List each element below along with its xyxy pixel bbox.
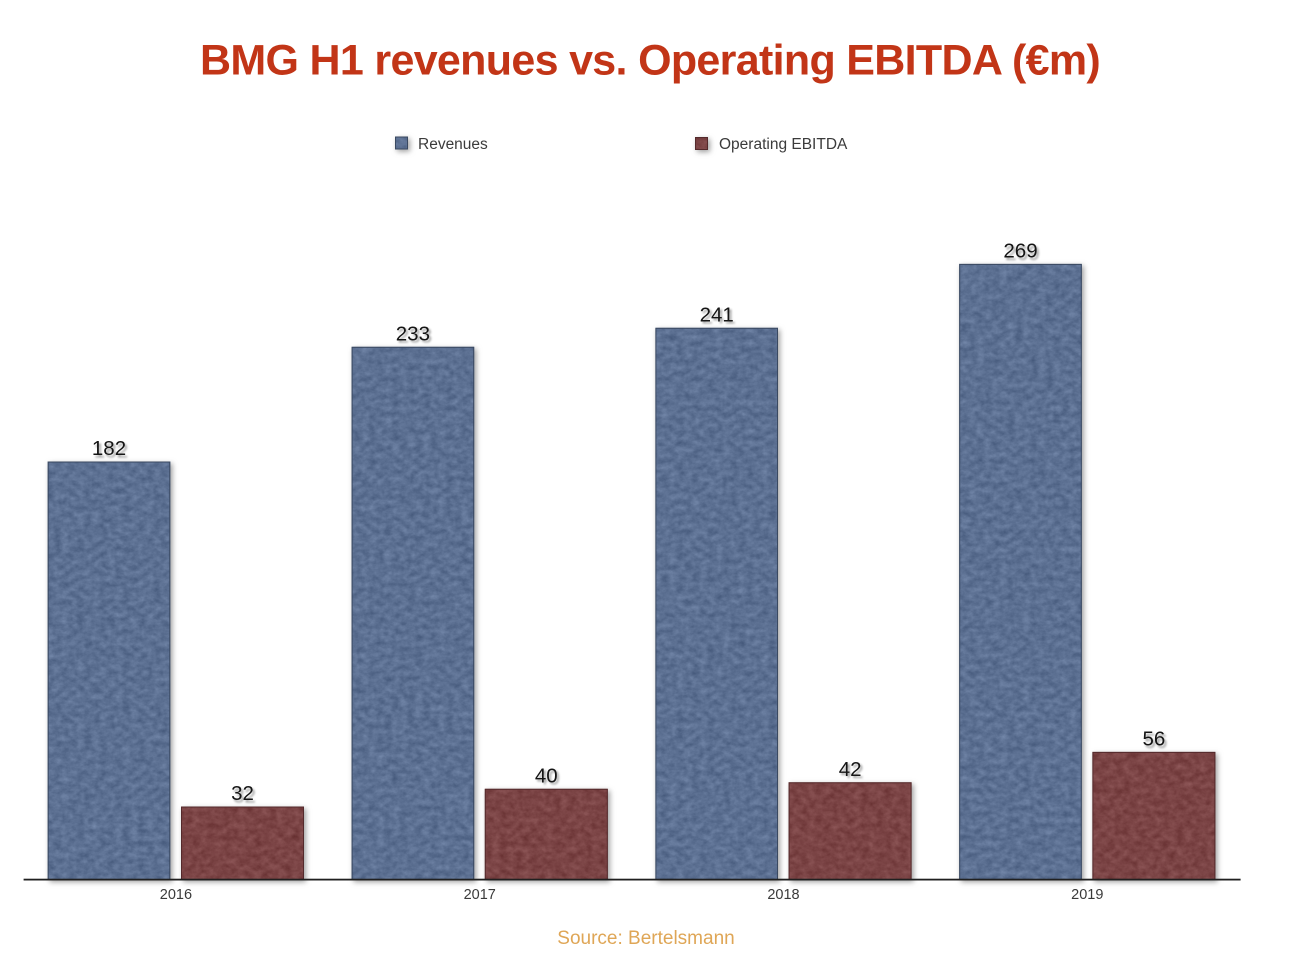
svg-text:40: 40 bbox=[537, 767, 560, 790]
svg-text:233: 233 bbox=[396, 322, 430, 345]
svg-text:56: 56 bbox=[1142, 727, 1165, 750]
svg-text:241: 241 bbox=[700, 303, 734, 326]
svg-text:2017: 2017 bbox=[464, 887, 496, 903]
svg-text:2018: 2018 bbox=[767, 887, 799, 903]
svg-text:42: 42 bbox=[839, 758, 862, 781]
svg-text:2019: 2019 bbox=[1071, 887, 1103, 903]
svg-text:Operating EBITDA: Operating EBITDA bbox=[719, 136, 848, 153]
svg-text:BMG H1 revenues vs. Operating: BMG H1 revenues vs. Operating EBITDA (€m… bbox=[200, 37, 1100, 85]
svg-text:182: 182 bbox=[94, 439, 128, 462]
svg-text:32: 32 bbox=[233, 784, 256, 807]
svg-text:42: 42 bbox=[841, 760, 864, 783]
svg-text:2016: 2016 bbox=[160, 887, 192, 903]
svg-text:Revenues: Revenues bbox=[418, 136, 488, 153]
svg-text:40: 40 bbox=[535, 764, 558, 787]
svg-text:56: 56 bbox=[1144, 730, 1167, 753]
svg-text:269: 269 bbox=[1003, 239, 1037, 262]
svg-text:182: 182 bbox=[92, 437, 126, 460]
svg-text:Source: Bertelsmann: Source: Bertelsmann bbox=[557, 928, 734, 949]
svg-text:32: 32 bbox=[231, 782, 254, 805]
svg-text:241: 241 bbox=[702, 306, 736, 329]
svg-text:269: 269 bbox=[1005, 242, 1039, 265]
svg-text:233: 233 bbox=[398, 325, 432, 348]
